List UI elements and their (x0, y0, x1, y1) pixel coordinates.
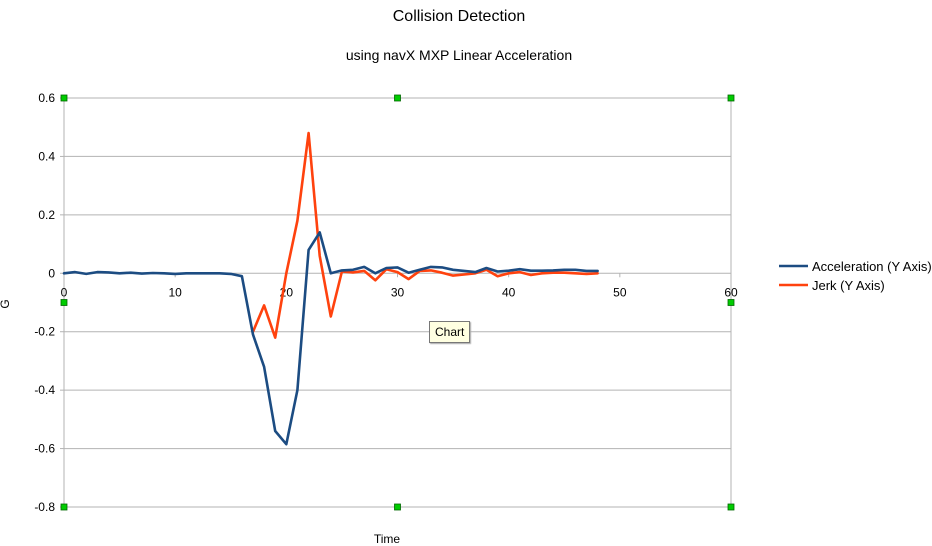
chart-title: Collision Detection (393, 8, 526, 25)
y-tick-label: -0.6 (34, 442, 55, 456)
legend-label: Jerk (Y Axis) (812, 278, 885, 293)
y-tick-label: 0 (48, 266, 55, 280)
x-tick-label: 60 (724, 285, 738, 299)
y-tick-label: 0.2 (38, 208, 55, 222)
y-axis-title: G (0, 299, 12, 308)
selection-handle[interactable] (727, 94, 735, 102)
y-tick-labels: 0.6 0.4 0.2 0 -0.2 -0.4 -0.6 -0.8 (34, 91, 55, 514)
x-tick-label: 50 (613, 285, 627, 299)
selection-handle[interactable] (60, 503, 68, 511)
selection-handle[interactable] (727, 503, 735, 511)
gridlines (64, 97, 731, 508)
selection-handles[interactable] (60, 94, 735, 511)
selection-handle[interactable] (394, 503, 401, 511)
y-tick-label: 0.6 (38, 91, 55, 105)
series-line-jerk (251, 131, 599, 339)
selection-handle[interactable] (60, 94, 68, 102)
selection-handle[interactable] (60, 299, 68, 306)
y-tick-label: -0.8 (34, 500, 55, 514)
x-tick-label: 40 (502, 285, 516, 299)
legend: Acceleration (Y Axis) Jerk (Y Axis) (779, 259, 932, 293)
y-tick-label: -0.4 (34, 383, 55, 397)
x-tick-labels: 0 10 20 30 40 50 60 (61, 285, 738, 299)
y-tick-label: 0.4 (38, 149, 55, 163)
series-line-acceleration (62, 231, 599, 446)
legend-label: Acceleration (Y Axis) (812, 259, 932, 274)
x-tick-label: 10 (168, 285, 182, 299)
x-axis-title: Time (374, 532, 401, 546)
y-tick-label: -0.2 (34, 325, 55, 339)
selection-handle[interactable] (727, 299, 735, 306)
x-tick-label: 0 (61, 285, 68, 299)
chart-tooltip: Chart (429, 321, 471, 343)
x-tick-label: 30 (391, 285, 405, 299)
series-lines (62, 131, 599, 446)
axes (60, 97, 732, 508)
chart-subtitle: using navX MXP Linear Acceleration (346, 47, 572, 63)
selection-handle[interactable] (394, 94, 401, 102)
